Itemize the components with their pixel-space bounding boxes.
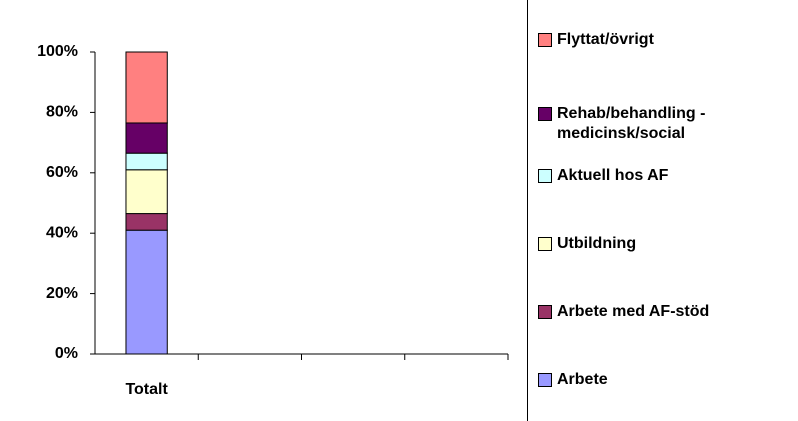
legend-swatch [538,33,552,47]
bar-segment [125,169,168,215]
legend-item: Arbete med AF-stöd [538,302,797,322]
legend-item: Flyttat/övrigt [538,30,797,50]
legend-swatch [538,107,552,121]
chart: Totalt 0% 20% 40% 60% 80% 100% [37,43,509,398]
legend-item: Utbildning [538,234,797,254]
legend-swatch [538,169,552,183]
legend-label: Utbildning [557,235,637,252]
legend-item: Rehab/behandling - medicinsk/social [538,104,797,144]
legend-label: Rehab/behandling - medicinsk/social [557,105,706,142]
bar-segment [125,213,168,231]
legend-item: Aktuell hos AF [538,166,797,186]
y-tick-label: 100% [37,43,78,60]
legend-label: Aktuell hos AF [557,167,669,184]
bar-segment [125,51,168,124]
bar-segment [125,122,168,154]
y-tick-label: 0% [55,345,78,362]
bar-segment [125,152,168,171]
x-tick-label: Totalt [125,381,168,398]
legend-item: Arbete [538,370,797,390]
legend-swatch [538,237,552,251]
y-tick-label: 40% [46,224,78,241]
legend: Flyttat/övrigt Rehab/behandling - medicin… [527,0,798,421]
legend-label: Arbete med AF-stöd [557,303,710,320]
legend-swatch [538,305,552,319]
legend-label: Flyttat/övrigt [557,31,654,48]
y-tick-label: 80% [46,104,78,121]
legend-swatch [538,373,552,387]
y-tick-label: 20% [46,285,78,302]
bar-segment [125,229,168,355]
y-tick-label: 60% [46,164,78,181]
legend-label: Arbete [557,371,608,388]
